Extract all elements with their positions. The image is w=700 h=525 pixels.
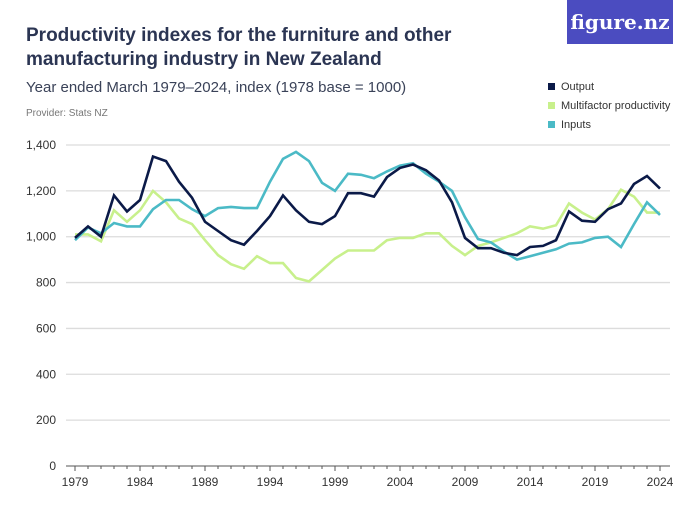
y-tick-label: 0	[49, 459, 56, 473]
series-line-inputs	[74, 150, 661, 261]
legend-swatch	[548, 83, 555, 90]
y-tick-label: 1,000	[26, 230, 56, 244]
x-tick-label: 2014	[517, 475, 544, 489]
y-tick-label: 200	[36, 413, 56, 427]
x-tick-label: 1979	[62, 475, 89, 489]
y-tick-label: 1,400	[26, 138, 56, 152]
x-tick-label: 1999	[322, 475, 349, 489]
x-tick-label: 2004	[387, 475, 414, 489]
chart-subtitle: Year ended March 1979–2024, index (1978 …	[26, 79, 407, 96]
legend-item-inputs: Inputs	[548, 115, 670, 134]
legend-label: Inputs	[561, 118, 591, 131]
x-tick-label: 2024	[647, 475, 674, 489]
x-tick-label: 1989	[192, 475, 219, 489]
legend-swatch	[548, 121, 555, 128]
legend: Output Multifactor productivity Inputs	[548, 77, 670, 134]
series-line-multifactor-productivity	[75, 188, 660, 283]
provider-label: Provider: Stats NZ	[26, 108, 108, 119]
x-tick-label: 2019	[582, 475, 609, 489]
y-tick-label: 1,200	[26, 184, 56, 198]
legend-label: Multifactor productivity	[561, 99, 671, 112]
legend-swatch	[548, 102, 555, 109]
y-tick-label: 400	[36, 367, 56, 381]
legend-item-output: Output	[548, 77, 670, 96]
x-tick-label: 1984	[127, 475, 154, 489]
x-tick-label: 2009	[452, 475, 479, 489]
legend-label: Output	[561, 80, 595, 93]
y-tick-label: 800	[36, 276, 56, 290]
y-tick-label: 600	[36, 321, 56, 335]
chart-title: Productivity indexes for the furniture a…	[26, 25, 452, 70]
figure-nz-logo[interactable]: figure.nz	[567, 0, 673, 44]
legend-item-mfp: Multifactor productivity	[548, 96, 670, 115]
series-line-output	[74, 154, 661, 257]
x-tick-label: 1994	[257, 475, 284, 489]
